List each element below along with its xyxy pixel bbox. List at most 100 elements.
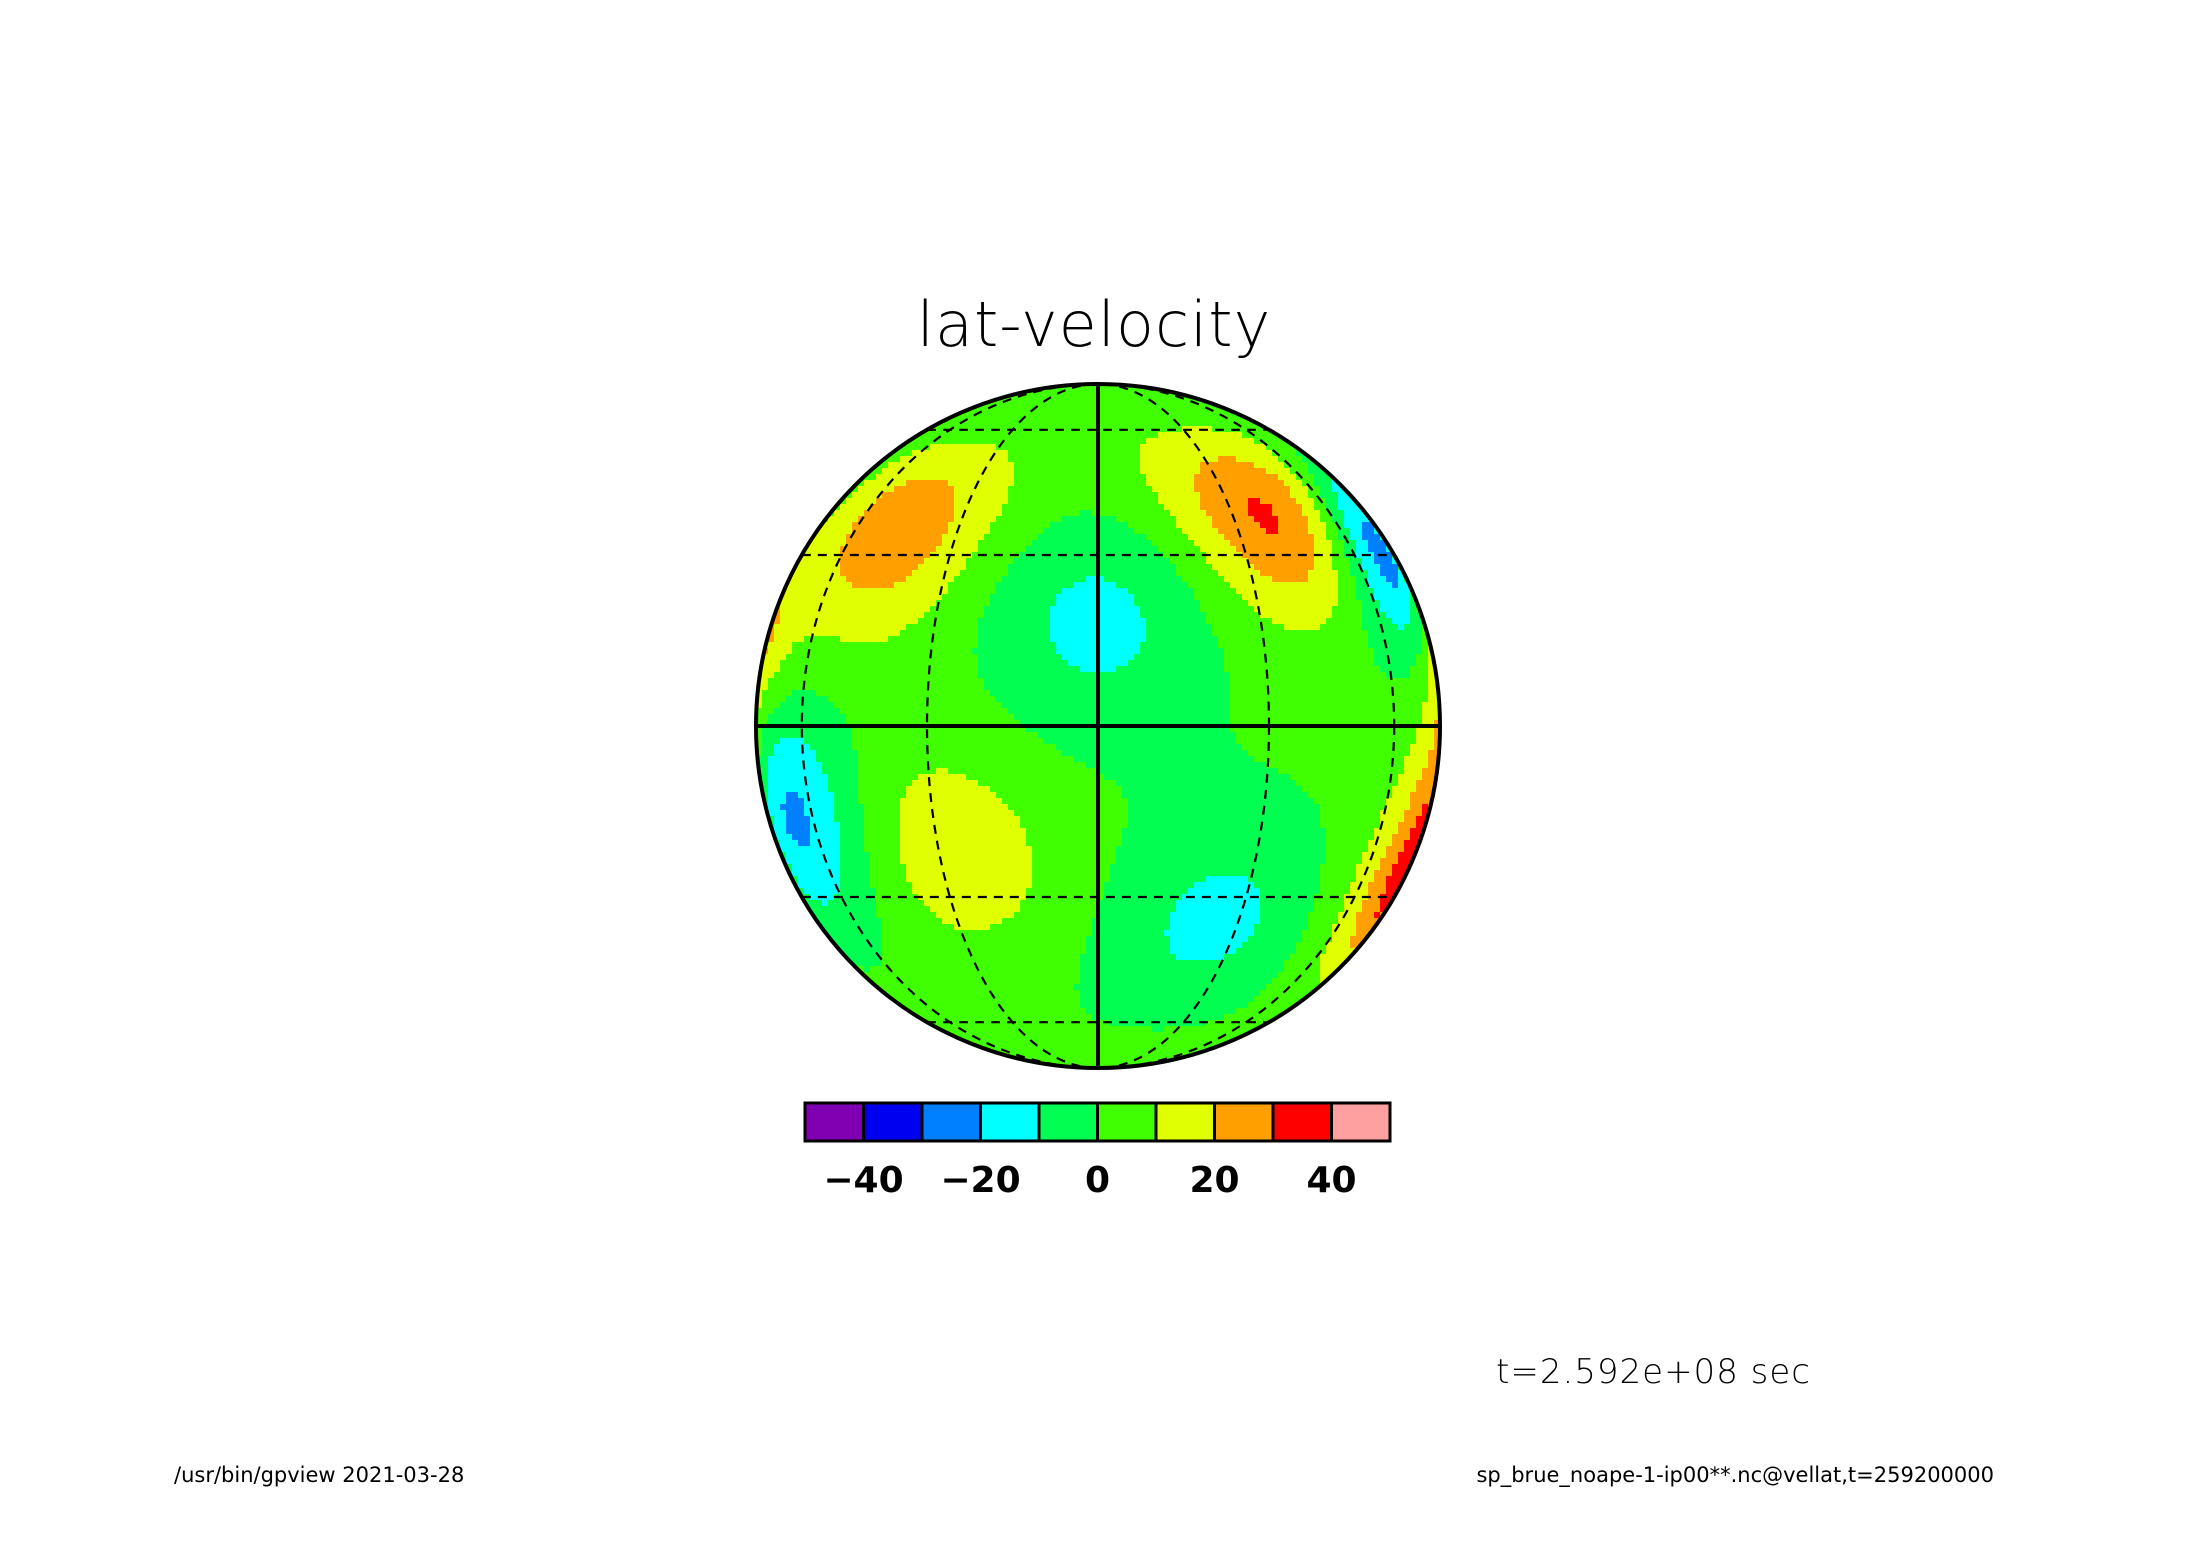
field-cell (876, 576, 883, 583)
field-cell (900, 606, 907, 613)
field-cell (924, 504, 931, 511)
field-cell (1194, 390, 1201, 397)
field-cell (1002, 612, 1009, 619)
field-cell (1158, 480, 1165, 487)
field-cell (786, 702, 793, 709)
field-cell (900, 564, 907, 571)
field-cell (1374, 618, 1381, 625)
field-cell (1056, 414, 1063, 421)
field-cell (972, 510, 979, 517)
field-cell (876, 666, 883, 673)
field-cell (978, 654, 985, 661)
field-cell (1020, 462, 1027, 469)
field-cell (1320, 522, 1327, 529)
field-cell (1218, 612, 1225, 619)
field-cell (996, 672, 1003, 679)
field-cell (1032, 696, 1039, 703)
field-cell (966, 462, 973, 469)
field-cell (864, 528, 871, 535)
field-cell (1350, 504, 1357, 511)
field-cell (1356, 648, 1363, 655)
field-cell (1110, 684, 1117, 691)
field-cell (942, 636, 949, 643)
field-cell (1362, 636, 1369, 643)
field-cell (1104, 438, 1111, 445)
field-cell (1296, 510, 1303, 517)
field-cell (888, 558, 895, 565)
field-cell (1254, 528, 1261, 535)
field-cell (1104, 510, 1111, 517)
field-cell (1068, 588, 1075, 595)
field-cell (948, 690, 955, 697)
field-cell (780, 594, 787, 601)
field-cell (972, 636, 979, 643)
field-cell (984, 606, 991, 613)
field-cell (1062, 582, 1069, 589)
field-cell (948, 702, 955, 709)
field-cell (1122, 582, 1129, 589)
field-cell (1266, 558, 1273, 565)
field-cell (1092, 654, 1099, 661)
field-cell (1350, 684, 1357, 691)
field-cell (1176, 594, 1183, 601)
field-cell (1134, 552, 1141, 559)
field-cell (1182, 666, 1189, 673)
field-cell (942, 444, 949, 451)
field-cell (1074, 528, 1081, 535)
field-cell (906, 696, 913, 703)
field-cell (1038, 702, 1045, 709)
field-cell (1182, 558, 1189, 565)
field-cell (1032, 414, 1039, 421)
field-cell (1212, 678, 1219, 685)
field-cell (1200, 528, 1207, 535)
field-cell (1224, 558, 1231, 565)
field-cell (912, 666, 919, 673)
field-cell (1164, 660, 1171, 667)
field-cell (1302, 486, 1309, 493)
field-cell (1116, 630, 1123, 637)
field-cell (1212, 558, 1219, 565)
field-cell (1080, 516, 1087, 523)
field-cell (936, 498, 943, 505)
field-cell (888, 552, 895, 559)
field-cell (918, 630, 925, 637)
field-cell (1050, 558, 1057, 565)
field-cell (1212, 456, 1219, 463)
field-cell (900, 546, 907, 553)
field-cell (1062, 576, 1069, 583)
field-cell (948, 666, 955, 673)
field-cell (1302, 672, 1309, 679)
field-cell (1110, 564, 1117, 571)
field-cell (888, 504, 895, 511)
field-cell (1056, 558, 1063, 565)
field-cell (1356, 576, 1363, 583)
field-cell (1338, 504, 1345, 511)
field-cell (954, 642, 961, 649)
field-cell (1044, 654, 1051, 661)
field-cell (840, 516, 847, 523)
field-cell (900, 648, 907, 655)
field-cell (1038, 450, 1045, 457)
field-cell (858, 678, 865, 685)
field-cell (798, 558, 805, 565)
field-cell (1314, 636, 1321, 643)
field-cell (912, 456, 919, 463)
field-cell (1206, 642, 1213, 649)
field-cell (1128, 540, 1135, 547)
field-cell (924, 534, 931, 541)
field-cell (1200, 432, 1207, 439)
field-cell (1068, 666, 1075, 673)
field-cell (852, 690, 859, 697)
field-cell (942, 606, 949, 613)
field-cell (1314, 486, 1321, 493)
field-cell (1398, 606, 1405, 613)
field-cell (978, 540, 985, 547)
field-cell (1056, 402, 1063, 409)
field-cell (930, 570, 937, 577)
field-cell (882, 522, 889, 529)
field-cell (1110, 708, 1117, 715)
field-cell (1284, 558, 1291, 565)
field-cell (960, 594, 967, 601)
field-cell (768, 666, 775, 673)
field-cell (1182, 522, 1189, 529)
